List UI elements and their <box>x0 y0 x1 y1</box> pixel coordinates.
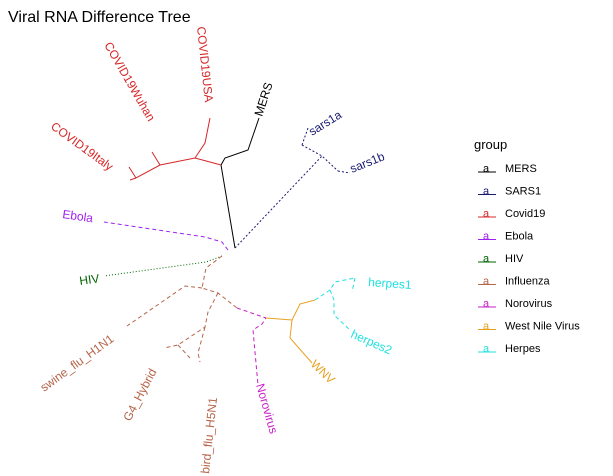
tip-label-covid19italy: COVID19Italy <box>48 119 116 173</box>
legend-item-covid19: a Covid19 <box>478 208 545 220</box>
legend-key-glyph: a <box>483 253 490 265</box>
branch-hiv <box>103 255 223 277</box>
legend-label: West Nile Virus <box>505 321 580 333</box>
legend-key-glyph: a <box>483 343 490 355</box>
legend-key-glyph: a <box>483 163 490 175</box>
branch-covid19 <box>128 117 222 181</box>
legend-key-glyph: a <box>483 298 490 310</box>
legend-label: HIV <box>505 253 524 265</box>
legend-item-mers: a MERS <box>478 163 537 175</box>
tip-label-mers: MERS <box>252 81 276 118</box>
legend-label: MERS <box>505 163 537 175</box>
tip-label-bird-flu-h5n1: bird_flu_H5N1 <box>198 396 220 474</box>
branch-wnv <box>265 299 316 364</box>
branch-ebola <box>103 221 229 251</box>
legend-key-glyph: a <box>483 231 490 243</box>
tree-branches <box>103 117 356 386</box>
tip-label-norovirus: Norovirus <box>253 382 281 435</box>
legend-label: Influenza <box>505 276 551 288</box>
tip-label-covid19wuhan: COVID19Wuhan <box>101 40 158 124</box>
legend-item-herpes: a Herpes <box>478 343 541 355</box>
tip-label-wnv: WNV <box>308 357 338 387</box>
legend: group a MERS a SARS1 a Covid19 a Ebola a HIV a Infl… <box>474 137 580 355</box>
tip-label-sars1a: sars1a <box>306 107 344 138</box>
legend-item-influenza: a Influenza <box>478 276 551 288</box>
tip-label-g4-hybrid: G4_Hybrid <box>120 366 159 423</box>
branch-norovirus <box>236 307 267 386</box>
tip-label-herpes1: herpes1 <box>368 275 413 292</box>
legend-item-sars1: a SARS1 <box>478 186 541 198</box>
legend-key-glyph: a <box>483 186 490 198</box>
tip-label-swine-flu-h1n1: swine_flu_H1N1 <box>38 332 117 395</box>
legend-item-hiv: a HIV <box>478 253 524 265</box>
legend-label: Ebola <box>505 231 534 243</box>
legend-key-glyph: a <box>483 208 490 220</box>
branch-sars1 <box>234 127 351 249</box>
tip-label-sars1b: sars1b <box>348 149 387 176</box>
tip-label-hiv: HIV <box>78 271 100 288</box>
legend-item-norovirus: a Norovirus <box>478 298 553 310</box>
tip-label-covid19usa: COVID19USA <box>194 26 216 103</box>
legend-item-west-nile-virus: a West Nile Virus <box>478 321 580 333</box>
legend-label: Norovirus <box>505 298 553 310</box>
legend-key-glyph: a <box>483 276 490 288</box>
tip-label-herpes2: herpes2 <box>349 327 395 358</box>
branch-influenza <box>126 255 238 363</box>
tip-labels: MERS sars1a sars1b COVID19USA COVID19Wuh… <box>38 26 413 474</box>
legend-label: Herpes <box>505 343 541 355</box>
branch-herpes <box>314 277 356 331</box>
legend-key-glyph: a <box>483 321 490 333</box>
legend-title: group <box>474 137 507 152</box>
branch-mers <box>220 117 260 249</box>
legend-item-ebola: a Ebola <box>478 231 534 243</box>
legend-label: Covid19 <box>505 208 545 220</box>
tip-label-ebola: Ebola <box>62 207 95 225</box>
chart-title: Viral RNA Difference Tree <box>8 9 191 26</box>
legend-label: SARS1 <box>505 186 541 198</box>
